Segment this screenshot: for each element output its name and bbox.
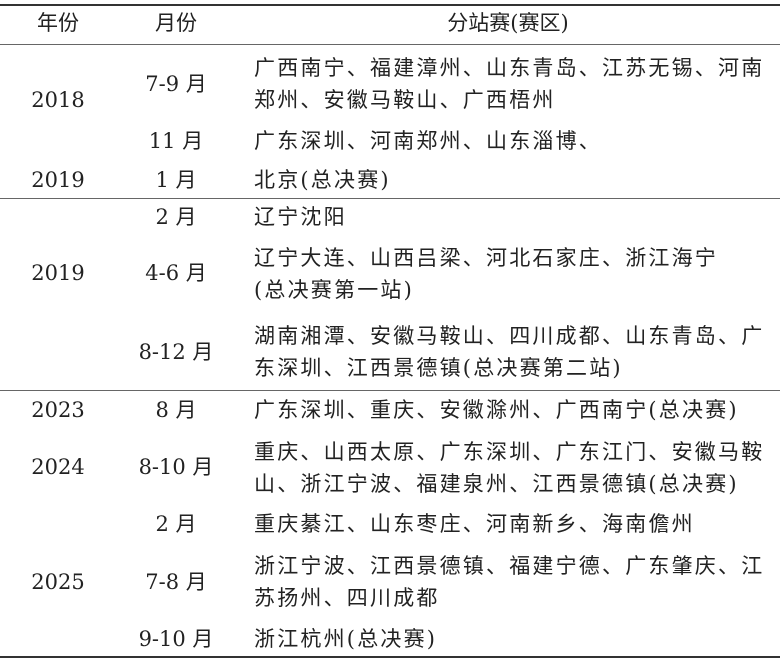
region-line: 重庆、山西太原、广东深圳、广东江门、安徽马鞍	[254, 440, 765, 464]
month-cell: 11 月	[148, 129, 204, 153]
month-cell: 8 月	[155, 398, 197, 422]
region-line: 广东深圳、重庆、安徽滁州、广西南宁(总决赛)	[254, 398, 739, 422]
month-cell: 2 月	[155, 205, 197, 229]
region-line: 郑州、安徽马鞍山、广西梧州	[254, 88, 556, 112]
year-cell: 2019	[31, 168, 85, 192]
year-cell: 2023	[31, 398, 85, 422]
region-line: 山、浙江宁波、福建泉州、江西景德镇(总决赛)	[254, 472, 739, 496]
region-line: 东深圳、江西景德镇(总决赛第二站)	[254, 356, 623, 380]
header-month: 月份	[155, 11, 197, 35]
header-region: 分站赛(赛区)	[447, 11, 569, 35]
region-line: 浙江宁波、江西景德镇、福建宁德、广东肇庆、江	[254, 554, 765, 578]
month-cell: 2 月	[155, 512, 197, 536]
region-line: 浙江杭州(总决赛)	[254, 627, 438, 651]
month-cell: 9-10 月	[138, 627, 214, 651]
year-cell: 2019	[31, 261, 85, 285]
region-line: 苏扬州、四川成都	[254, 586, 440, 610]
region-line: 广东深圳、河南郑州、山东淄博、	[254, 129, 602, 153]
year-cell: 2024	[31, 455, 85, 479]
region-line: 北京(总决赛)	[254, 168, 391, 192]
month-cell: 7-9 月	[145, 72, 207, 96]
region-line: 广西南宁、福建漳州、山东青岛、江苏无锡、河南	[254, 56, 765, 80]
header-year: 年份	[37, 11, 79, 35]
region-line: 湖南湘潭、安徽马鞍山、四川成都、山东青岛、广	[254, 324, 765, 348]
region-line: (总决赛第一站)	[254, 278, 414, 302]
month-cell: 7-8 月	[145, 570, 207, 594]
header-rule	[0, 44, 780, 45]
month-cell: 4-6 月	[145, 261, 207, 285]
region-line: 辽宁沈阳	[254, 205, 347, 229]
group-rule	[0, 198, 780, 199]
year-cell: 2018	[31, 88, 85, 112]
region-line: 辽宁大连、山西吕梁、河北石家庄、浙江海宁	[254, 246, 718, 270]
year-cell: 2025	[31, 570, 85, 594]
top-rule	[0, 4, 780, 6]
month-cell: 1 月	[155, 168, 197, 192]
region-line: 重庆綦江、山东枣庄、河南新乡、海南儋州	[254, 512, 695, 536]
month-cell: 8-10 月	[138, 455, 214, 479]
group-rule	[0, 390, 780, 391]
bottom-rule	[0, 656, 780, 658]
month-cell: 8-12 月	[138, 340, 214, 364]
